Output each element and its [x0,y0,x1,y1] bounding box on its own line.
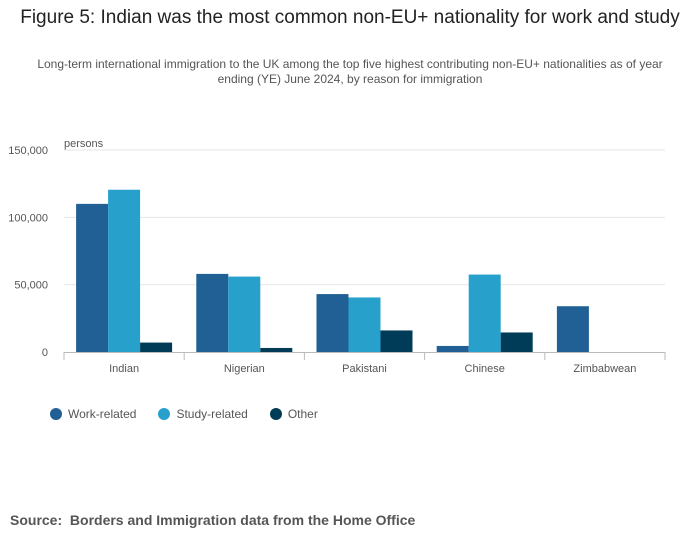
legend-swatch-work [50,408,62,420]
legend-swatch-study [158,408,171,420]
bar-study-related-indian [108,189,141,352]
legend-item-study: Study-related [158,407,248,421]
bar-other-nigerian [260,347,293,352]
y-tick-label: 0 [42,347,48,359]
bar-work-related-chinese [436,345,469,352]
bar-study-related-chinese [468,274,501,352]
legend-label-study: Study-related [176,407,248,421]
x-axis: Indian Nigerian Pakistani Chinese Zimbabwean [63,352,666,375]
source-note: Source: Borders and Immigration data fro… [10,512,415,528]
legend-item-work: Work-related [50,407,136,421]
y-axis-ticks: 0 50,000 100,000 150,000 [8,145,48,359]
y-tick-label: 50,000 [14,280,48,292]
bar-other-chinese [500,332,533,352]
bar-work-related-nigerian [196,273,229,352]
bar-other-indian [140,342,173,352]
source-label: Source: [10,512,63,528]
y-axis-label: persons [64,138,104,150]
gridlines [64,149,665,286]
bar-study-related-pakistani [348,297,381,352]
legend-label-work: Work-related [68,407,137,421]
bar-other-pakistani [380,330,413,352]
bar-work-related-indian [76,203,109,352]
legend-swatch-other [269,408,282,420]
bars [76,189,589,352]
y-tick-label: 100,000 [8,212,48,224]
y-tick-label: 150,000 [8,145,48,157]
legend: Work-related Study-related Other [50,407,318,421]
chart-title: Figure 5: Indian was the most common non… [20,7,680,28]
legend-item-other: Other [269,407,318,421]
x-tick-label: Zimbabwean [573,363,636,375]
source-text: Borders and Immigration data from the Ho… [69,512,416,528]
x-tick-label: Nigerian [224,363,265,375]
bar-chart: 0 50,000 100,000 150,000 persons Indian Nige… [8,138,666,375]
x-tick-label: Indian [109,363,139,375]
bar-work-related-zimbabwean [556,306,589,352]
bar-study-related-nigerian [228,276,261,352]
x-tick-label: Pakistani [342,363,387,375]
chart-subtitle: Long-term international immigration to t… [37,57,663,86]
bar-work-related-pakistani [316,294,349,352]
legend-label-other: Other [287,407,318,421]
x-tick-label: Chinese [465,363,505,375]
